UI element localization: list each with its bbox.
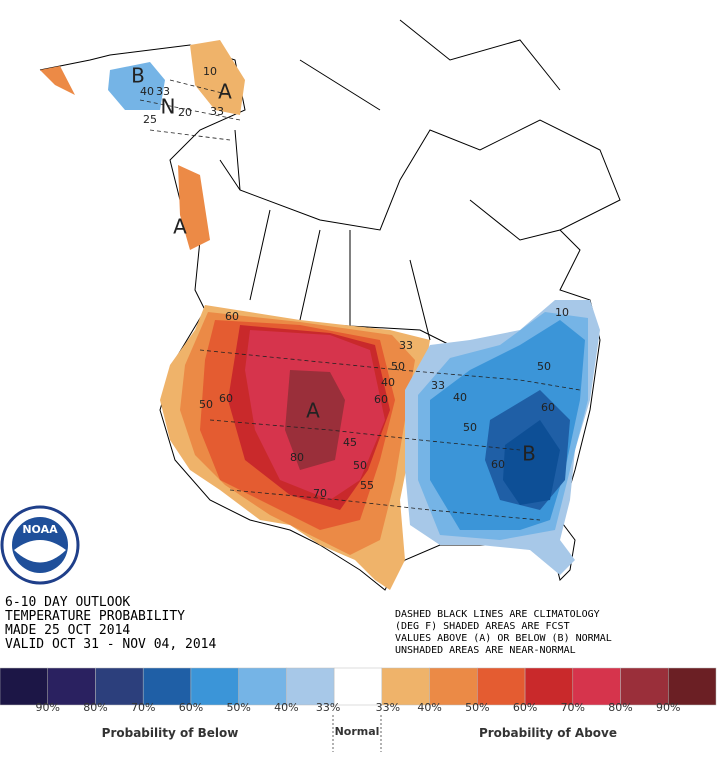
contour-label: 60	[491, 458, 505, 471]
legend-label: 70%	[131, 701, 155, 714]
contour-label: 10	[203, 65, 217, 78]
contour-label: 33	[431, 379, 445, 392]
legend-swatch	[333, 667, 383, 706]
contour-label: 25	[143, 113, 157, 126]
legend-swatch	[572, 667, 621, 706]
contour-label: 40	[381, 376, 395, 389]
legend-swatch	[477, 667, 526, 706]
contour-label: 50	[463, 421, 477, 434]
legend-swatch	[429, 667, 478, 706]
legend-label: 80%	[608, 701, 632, 714]
legend-swatch	[95, 667, 144, 706]
note-line: DASHED BLACK LINES ARE CLIMATOLOGY	[395, 609, 600, 620]
contour-label: 20	[178, 106, 192, 119]
note-line: UNSHADED AREAS ARE NEAR-NORMAL	[395, 645, 576, 656]
logo-text: NOAA	[22, 523, 58, 536]
legend-label: 50%	[465, 701, 489, 714]
noaa-logo: NOAA	[0, 505, 80, 585]
header-line: MADE 25 OCT 2014	[5, 623, 130, 638]
legend-heading: Probability of Below	[102, 726, 239, 740]
note-line: VALUES ABOVE (A) OR BELOW (B) NORMAL	[395, 633, 612, 644]
contour-label: 33	[210, 105, 224, 118]
forecast-shading	[40, 40, 600, 590]
legend-label: 50%	[226, 701, 250, 714]
legend-swatch	[286, 667, 335, 706]
contour-label: 55	[360, 479, 374, 492]
legend-label: 80%	[83, 701, 107, 714]
header-line: VALID OCT 31 - NOV 04, 2014	[5, 637, 216, 652]
contour-label: 33	[399, 339, 413, 352]
climatology-lines	[139, 79, 581, 521]
legend-swatch	[668, 667, 717, 706]
legend-label: 60%	[179, 701, 203, 714]
legend-swatch	[524, 667, 574, 706]
contour-label: 10	[555, 306, 569, 319]
contour-label: 33	[156, 85, 170, 98]
contour-label: 40	[453, 391, 467, 404]
legend-label: 70%	[561, 701, 585, 714]
notes: DASHED BLACK LINES ARE CLIMATOLOGY (DEG …	[395, 609, 612, 656]
contour-label: 60	[374, 393, 388, 406]
legend-label: 33%	[376, 701, 400, 714]
header-line: 6-10 DAY OUTLOOK	[5, 595, 130, 610]
region-letter: A	[173, 215, 187, 239]
legend-swatch	[190, 667, 239, 706]
legend-label: 90%	[656, 701, 680, 714]
region-letter: A	[218, 80, 232, 104]
contour-label: 50	[537, 360, 551, 373]
legend-label: 40%	[274, 701, 298, 714]
region-letter: N	[161, 95, 176, 119]
legend-label: 60%	[513, 701, 537, 714]
contour-label: 45	[343, 436, 357, 449]
contour-label: 70	[313, 487, 327, 500]
contour-label: 40	[140, 85, 154, 98]
contour-label: 60	[225, 310, 239, 323]
legend-swatch	[238, 667, 287, 706]
legend-heading: Probability of Above	[479, 726, 617, 740]
map-labels: B 40 33 N 25 20 10 A 33 A 60 50 60 A 80 …	[131, 64, 569, 501]
legend-swatch	[381, 667, 430, 706]
legend-swatch	[0, 667, 48, 706]
note-line: (DEG F) SHADED AREAS ARE FCST	[395, 621, 570, 632]
legend-swatch	[47, 667, 96, 706]
contour-label: 50	[353, 459, 367, 472]
contour-label: 80	[290, 451, 304, 464]
header-line: TEMPERATURE PROBABILITY	[5, 609, 185, 624]
legend-swatch	[142, 667, 192, 706]
legend-label: 90%	[36, 701, 60, 714]
header: 6-10 DAY OUTLOOK TEMPERATURE PROBABILITY…	[5, 595, 216, 652]
contour-label: 50	[199, 398, 213, 411]
legend-heading: Normal	[335, 725, 380, 738]
legend-label: 40%	[417, 701, 441, 714]
legend: Probability of Below Normal Probability …	[0, 667, 717, 752]
region-letter: B	[131, 64, 145, 88]
legend-label: 33%	[316, 701, 340, 714]
region-letter: B	[522, 442, 536, 466]
legend-swatch	[620, 667, 669, 706]
contour-label: 60	[541, 401, 555, 414]
contour-label: 50	[391, 360, 405, 373]
region-letter: A	[306, 399, 320, 423]
contour-label: 60	[219, 392, 233, 405]
